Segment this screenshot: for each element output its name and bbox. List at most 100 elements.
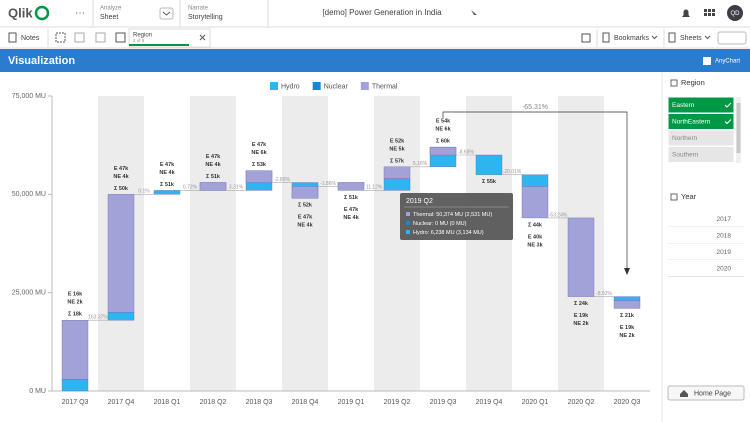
data-label: Σ 51k (206, 174, 221, 180)
change-label: -53.24% (549, 212, 568, 218)
bar-segment (614, 297, 640, 301)
scroll-thumb[interactable] (737, 103, 741, 153)
bar-segment (384, 179, 410, 191)
menu-dots[interactable]: ··· (75, 8, 85, 19)
filter-title: Region (681, 78, 705, 87)
x-tick-label: 2018 Q1 (154, 399, 181, 406)
data-label: NE 2k (67, 300, 83, 306)
data-label: NE 4k (159, 170, 175, 176)
data-label: E 16k (68, 292, 83, 298)
bookmarks-button[interactable]: Bookmarks (614, 35, 650, 42)
tab-caption[interactable]: Analyze (100, 6, 122, 12)
avatar-initials: QD (731, 11, 741, 17)
x-tick-label: 2020 Q1 (522, 399, 549, 406)
filter-icon (671, 80, 677, 86)
legend-label[interactable]: Thermal (372, 83, 398, 90)
data-label: NE 4k (297, 223, 313, 229)
data-label: NE 2k (573, 321, 589, 327)
change-label: -1.86% (320, 181, 336, 187)
bar-segment (338, 183, 364, 191)
notes-button[interactable]: Notes (21, 35, 40, 42)
data-label: Σ 21k (620, 313, 635, 319)
bar-segment (384, 167, 410, 179)
dropdown[interactable] (160, 8, 173, 19)
filter-item-label[interactable]: 2018 (717, 233, 732, 240)
data-label: E 54k (436, 119, 451, 125)
bar-segment (108, 194, 134, 312)
filter-item-label[interactable]: 2019 (717, 249, 732, 256)
data-label: NE 4k (113, 174, 129, 180)
data-label: E 47k (114, 166, 129, 172)
y-tick-label: 75,000 MU (12, 93, 46, 100)
x-tick-label: 2019 Q4 (476, 399, 503, 406)
annotation: -65.31% (522, 104, 548, 111)
tooltip-swatch (406, 230, 410, 234)
logo[interactable]: Qlik (8, 5, 33, 20)
data-label: Σ 60k (436, 139, 451, 145)
data-label: E 40k (528, 234, 543, 240)
tooltip-line: Hydro: 6,238 MU (3,134 MU) (413, 230, 484, 236)
tab-label[interactable]: Sheet (100, 14, 118, 21)
data-label: E 47k (252, 142, 267, 148)
x-tick-label: 2018 Q4 (292, 399, 319, 406)
bar-segment (476, 155, 502, 175)
y-tick-label: 0 MU (29, 388, 46, 395)
filter-item[interactable] (668, 228, 744, 244)
filter-item-label[interactable]: Northern (672, 135, 698, 142)
data-label: E 47k (298, 215, 313, 221)
data-label: E 47k (344, 207, 359, 213)
filter-item-label[interactable]: Southern (672, 152, 699, 159)
data-label: NE 4k (205, 162, 221, 168)
filter-icon (671, 194, 677, 200)
filter-item-label[interactable]: NorthEastern (672, 119, 711, 126)
y-tick-label: 50,000 MU (12, 191, 46, 198)
data-label: Σ 51k (344, 195, 359, 201)
data-label: NE 5k (389, 146, 405, 152)
bar-segment (108, 312, 134, 320)
change-label: -8.68% (458, 149, 474, 155)
x-tick-label: 2019 Q2 (384, 399, 411, 406)
tab-caption[interactable]: Narrate (188, 6, 209, 12)
filter-item-label[interactable]: 2017 (717, 216, 732, 223)
sheets-button[interactable]: Sheets (680, 35, 702, 42)
change-label: -8.92% (596, 291, 612, 297)
data-label: Σ 53k (252, 162, 267, 168)
change-label: 5.16% (413, 161, 428, 167)
legend-label[interactable]: Hydro (281, 83, 300, 90)
tooltip-line: Nuclear: 0 MU (0 MU) (413, 221, 467, 227)
filter-item-label[interactable]: 2020 (717, 266, 732, 273)
tab-label[interactable]: Storytelling (188, 14, 223, 21)
bar-segment (292, 186, 318, 198)
bar-segment (522, 175, 548, 187)
legend-label[interactable]: Nuclear (324, 83, 349, 90)
x-tick-label: 2020 Q2 (568, 399, 595, 406)
bar-segment (614, 301, 640, 309)
app-title: [demo] Power Generation in India (322, 8, 442, 17)
x-tick-label: 2018 Q2 (200, 399, 227, 406)
filter-item[interactable] (668, 211, 744, 227)
filter-item-label[interactable]: Eastern (672, 102, 695, 109)
home-button-label[interactable]: Home Page (694, 390, 731, 397)
data-label: E 47k (160, 162, 175, 168)
nav-buttons[interactable] (718, 32, 746, 44)
data-label: Σ 44k (528, 222, 543, 228)
bar-segment (62, 379, 88, 391)
data-label: NE 6k (251, 150, 267, 156)
legend-swatch (361, 82, 369, 90)
column-band (282, 96, 328, 391)
arrow-head (624, 268, 630, 275)
data-label: E 47k (206, 154, 221, 160)
data-label: E 52k (390, 138, 405, 144)
filter-item[interactable] (668, 244, 744, 260)
data-label: NE 2k (619, 333, 635, 339)
data-label: NE 3k (527, 242, 543, 248)
bar-segment (154, 190, 180, 194)
data-label: Σ 24k (574, 301, 589, 307)
data-label: Σ 52k (298, 203, 313, 209)
filter-item[interactable] (668, 261, 744, 277)
x-tick-label: 2018 Q3 (246, 399, 273, 406)
data-label: Σ 55k (482, 179, 497, 185)
data-label: E 19k (620, 325, 635, 331)
change-label: 0.1% (138, 189, 150, 195)
